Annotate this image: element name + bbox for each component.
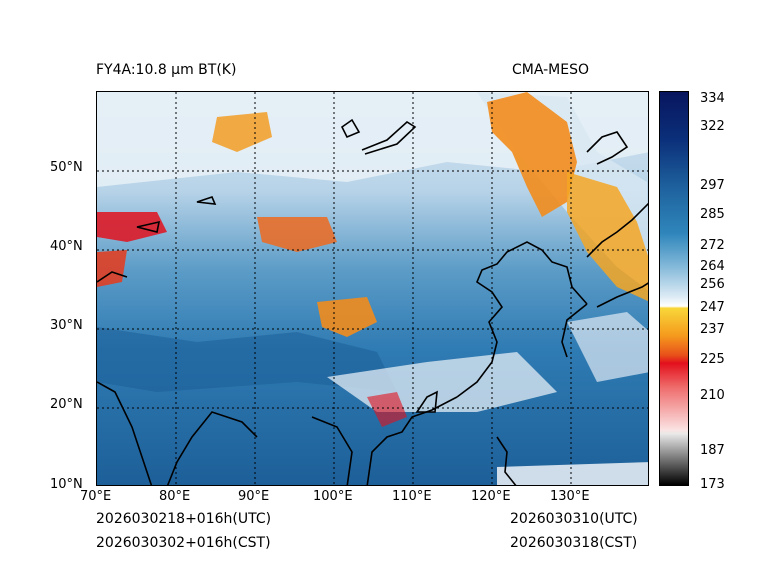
cold-cloud-tops [97, 92, 648, 427]
cbar-tick-225: 225 [700, 352, 725, 367]
cbar-tick-272: 272 [700, 238, 725, 253]
lon-label-110e: 110°E [392, 489, 432, 504]
cbar-tick-247: 247 [700, 300, 725, 315]
satellite-map [96, 91, 649, 486]
coastlines [97, 118, 648, 485]
cbar-tick-173: 173 [700, 477, 725, 492]
lat-label-10n: 10°N [50, 477, 83, 492]
lon-label-80e: 80°E [159, 489, 191, 504]
figure-title-left: FY4A:10.8 µm BT(K) [96, 62, 237, 78]
init-time-utc: 2026030218+016h(UTC) [96, 511, 272, 527]
lon-label-70e: 70°E [80, 489, 112, 504]
lon-label-90e: 90°E [238, 489, 270, 504]
lon-label-130e: 130°E [550, 489, 590, 504]
lat-label-20n: 20°N [50, 397, 83, 412]
colorbar [659, 91, 689, 486]
valid-time-cst: 2026030318(CST) [510, 535, 638, 551]
lon-label-100e: 100°E [313, 489, 353, 504]
lat-label-40n: 40°N [50, 239, 83, 254]
cbar-tick-237: 237 [700, 322, 725, 337]
lat-label-30n: 30°N [50, 318, 83, 333]
graticule [97, 92, 648, 485]
cbar-tick-322: 322 [700, 119, 725, 134]
cbar-tick-297: 297 [700, 178, 725, 193]
cbar-tick-285: 285 [700, 207, 725, 222]
cbar-tick-264: 264 [700, 259, 725, 274]
lon-label-120e: 120°E [471, 489, 511, 504]
cbar-tick-210: 210 [700, 388, 725, 403]
cbar-tick-187: 187 [700, 443, 725, 458]
cbar-tick-334: 334 [700, 91, 725, 106]
valid-time-utc: 2026030310(UTC) [510, 511, 638, 527]
lat-label-50n: 50°N [50, 160, 83, 175]
cbar-tick-256: 256 [700, 277, 725, 292]
figure-title-right: CMA-MESO [512, 62, 590, 78]
init-time-cst: 2026030302+016h(CST) [96, 535, 271, 551]
